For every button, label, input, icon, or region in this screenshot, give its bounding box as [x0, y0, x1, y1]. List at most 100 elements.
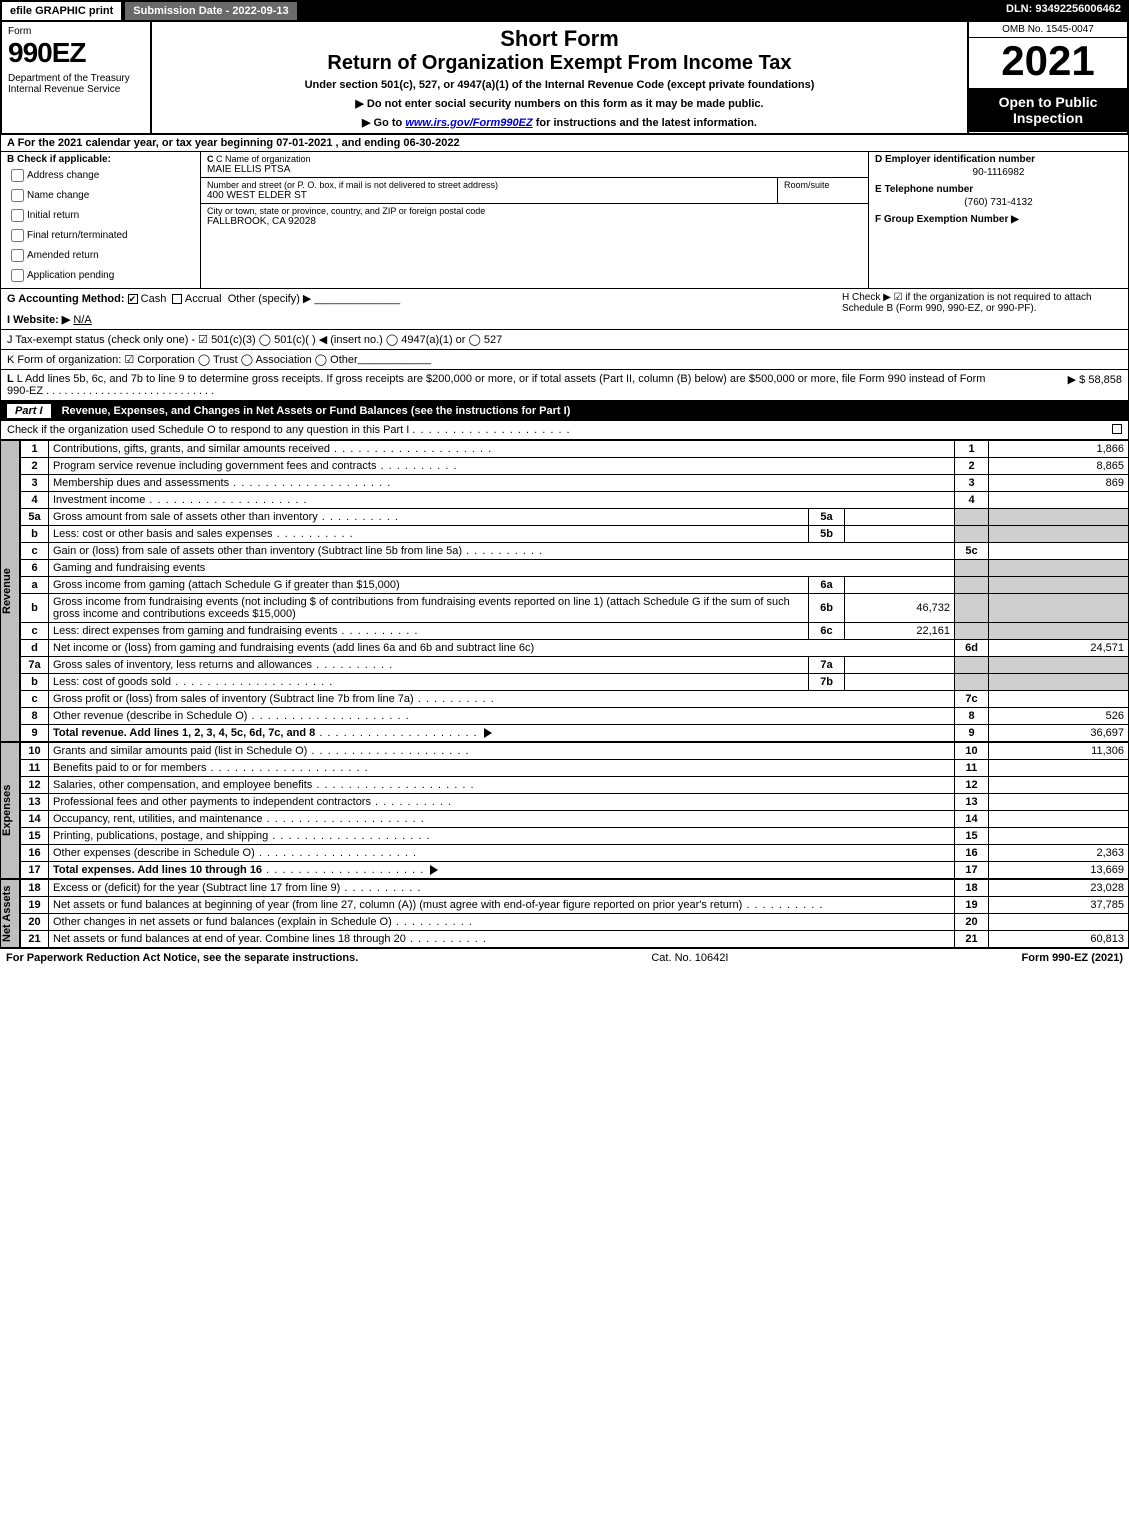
table-row: 17Total expenses. Add lines 10 through 1…	[21, 862, 1129, 879]
table-row: 2Program service revenue including gover…	[21, 458, 1129, 475]
h-box: H Check ▶ ☑ if the organization is not r…	[842, 292, 1122, 326]
chk-cash[interactable]	[128, 294, 138, 304]
table-row: cGain or (loss) from sale of assets othe…	[21, 543, 1129, 560]
col-c: C C Name of organization MAIE ELLIS PTSA…	[201, 152, 868, 288]
subtitle: Under section 501(c), 527, or 4947(a)(1)…	[160, 79, 959, 91]
room-cell: Room/suite	[778, 178, 868, 203]
table-row: 9Total revenue. Add lines 1, 2, 3, 4, 5c…	[21, 725, 1129, 742]
chk-application-pending[interactable]: Application pending	[7, 266, 194, 285]
omb-number: OMB No. 1545-0047	[969, 22, 1127, 38]
chk-final-return[interactable]: Final return/terminated	[7, 226, 194, 245]
line-num: 1	[21, 441, 49, 458]
part1-title: Revenue, Expenses, and Changes in Net As…	[62, 405, 571, 417]
warning-ssn: ▶ Do not enter social security numbers o…	[160, 97, 959, 110]
org-name-cell: C C Name of organization MAIE ELLIS PTSA	[201, 152, 868, 177]
tel-value: (760) 731-4132	[875, 197, 1122, 208]
table-row: 8Other revenue (describe in Schedule O)8…	[21, 708, 1129, 725]
top-bar: efile GRAPHIC print Submission Date - 20…	[0, 0, 1129, 22]
title-return: Return of Organization Exempt From Incom…	[160, 52, 959, 75]
footer-center: Cat. No. 10642I	[358, 952, 1021, 964]
l-amount: ▶ $ 58,858	[1002, 373, 1122, 397]
expenses-section: Expenses 10Grants and similar amounts pa…	[0, 742, 1129, 879]
chk-label: Amended return	[27, 250, 99, 261]
table-row: 6Gaming and fundraising events	[21, 560, 1129, 577]
table-row: bLess: cost of goods sold7b	[21, 674, 1129, 691]
form-number: 990EZ	[8, 37, 144, 69]
expenses-table: 10Grants and similar amounts paid (list …	[20, 742, 1129, 879]
chk-accrual[interactable]	[172, 294, 182, 304]
cash-label: Cash	[141, 293, 167, 305]
group-label: F Group Exemption Number ▶	[875, 214, 1019, 225]
side-revenue: Revenue	[0, 440, 20, 742]
department: Department of the Treasury Internal Reve…	[8, 73, 144, 95]
revenue-table: 1 Contributions, gifts, grants, and simil…	[20, 440, 1129, 742]
table-row: 20Other changes in net assets or fund ba…	[21, 914, 1129, 931]
l-text: L L Add lines 5b, 6c, and 7b to line 9 t…	[7, 373, 1002, 397]
row-l: L L Add lines 5b, 6c, and 7b to line 9 t…	[0, 370, 1129, 401]
footer-right: Form 990-EZ (2021)	[1022, 952, 1124, 964]
netassets-section: Net Assets 18Excess or (deficit) for the…	[0, 879, 1129, 948]
line-ref: 1	[955, 441, 989, 458]
table-row: 3Membership dues and assessments3869	[21, 475, 1129, 492]
footer: For Paperwork Reduction Act Notice, see …	[0, 948, 1129, 967]
chk-label: Address change	[27, 170, 99, 181]
table-row: bLess: cost or other basis and sales exp…	[21, 526, 1129, 543]
table-row: bGross income from fundraising events (n…	[21, 594, 1129, 623]
header-right: OMB No. 1545-0047 2021 Open to Public In…	[967, 22, 1127, 133]
table-row: 15Printing, publications, postage, and s…	[21, 828, 1129, 845]
addr-label: Number and street (or P. O. box, if mail…	[207, 180, 771, 190]
spacer	[299, 0, 998, 22]
table-row: 1 Contributions, gifts, grants, and simil…	[21, 441, 1129, 458]
table-row: 14Occupancy, rent, utilities, and mainte…	[21, 811, 1129, 828]
tel-label: E Telephone number	[875, 184, 973, 195]
city-label: City or town, state or province, country…	[207, 206, 862, 216]
room-label: Room/suite	[784, 180, 862, 190]
table-row: 16Other expenses (describe in Schedule O…	[21, 845, 1129, 862]
table-row: dNet income or (loss) from gaming and fu…	[21, 640, 1129, 657]
i-label: I Website: ▶	[7, 314, 70, 326]
chk-address-change[interactable]: Address change	[7, 166, 194, 185]
g-label: G Accounting Method:	[7, 293, 125, 305]
entity-grid: B Check if applicable: Address change Na…	[0, 152, 1129, 289]
part1-checkline: Check if the organization used Schedule …	[0, 421, 1129, 440]
other-label: Other (specify) ▶	[228, 293, 312, 305]
submission-date: Submission Date - 2022-09-13	[123, 0, 298, 22]
table-row: 7aGross sales of inventory, less returns…	[21, 657, 1129, 674]
revenue-section: Revenue 1 Contributions, gifts, grants, a…	[0, 440, 1129, 742]
j-text: J Tax-exempt status (check only one) - ☑…	[7, 333, 502, 346]
chk-name-change[interactable]: Name change	[7, 186, 194, 205]
b-label: B Check if applicable:	[7, 154, 111, 165]
table-row: 21Net assets or fund balances at end of …	[21, 931, 1129, 948]
irs-link[interactable]: www.irs.gov/Form990EZ	[405, 117, 532, 129]
efile-label: efile GRAPHIC print	[0, 0, 123, 22]
part1-tag: Part I	[7, 404, 51, 418]
chk-amended-return[interactable]: Amended return	[7, 246, 194, 265]
row-k: K Form of organization: ☑ Corporation ◯ …	[0, 350, 1129, 370]
org-name-label: C C Name of organization	[207, 154, 862, 164]
chk-initial-return[interactable]: Initial return	[7, 206, 194, 225]
row-j: J Tax-exempt status (check only one) - ☑…	[0, 330, 1129, 350]
arrow-icon	[484, 728, 492, 738]
form-word: Form	[8, 26, 144, 37]
col-d: D Employer identification number 90-1116…	[868, 152, 1128, 288]
form-header: Form 990EZ Department of the Treasury In…	[0, 22, 1129, 135]
chk-label: Name change	[27, 190, 89, 201]
header-left: Form 990EZ Department of the Treasury In…	[2, 22, 152, 133]
line-text: Contributions, gifts, grants, and simila…	[53, 443, 330, 455]
footer-left: For Paperwork Reduction Act Notice, see …	[6, 952, 358, 964]
line-a: A For the 2021 calendar year, or tax yea…	[0, 135, 1129, 152]
k-text: K Form of organization: ☑ Corporation ◯ …	[7, 353, 358, 366]
part1-bar: Part I Revenue, Expenses, and Changes in…	[0, 401, 1129, 421]
addr-cell: Number and street (or P. O. box, if mail…	[201, 178, 778, 203]
chk-label: Final return/terminated	[27, 230, 128, 241]
row-g-h: G Accounting Method: Cash Accrual Other …	[0, 289, 1129, 330]
ein-label: D Employer identification number	[875, 154, 1035, 165]
line-amount: 1,866	[989, 441, 1129, 458]
table-row: 11Benefits paid to or for members11	[21, 760, 1129, 777]
table-row: cGross profit or (loss) from sales of in…	[21, 691, 1129, 708]
chk-schedule-o[interactable]	[1112, 424, 1122, 434]
arrow-icon	[430, 865, 438, 875]
table-row: 13Professional fees and other payments t…	[21, 794, 1129, 811]
table-row: 10Grants and similar amounts paid (list …	[21, 743, 1129, 760]
side-netassets: Net Assets	[0, 879, 20, 948]
